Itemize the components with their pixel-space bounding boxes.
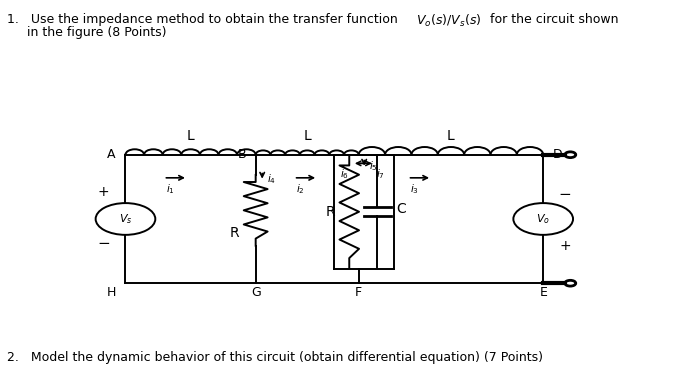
Text: L: L bbox=[303, 129, 311, 143]
Text: 1.   Use the impedance method to obtain the transfer function: 1. Use the impedance method to obtain th… bbox=[7, 13, 402, 26]
Text: A: A bbox=[107, 148, 116, 161]
Text: $i_2$: $i_2$ bbox=[296, 183, 305, 196]
Text: $i_7$: $i_7$ bbox=[376, 167, 384, 181]
Text: $i_1$: $i_1$ bbox=[166, 183, 175, 196]
Text: 2.   Model the dynamic behavior of this circuit (obtain differential equation) (: 2. Model the dynamic behavior of this ci… bbox=[7, 351, 543, 364]
Text: $i_5$: $i_5$ bbox=[368, 159, 377, 173]
Text: for the circuit shown: for the circuit shown bbox=[486, 13, 619, 26]
Text: $i_4$: $i_4$ bbox=[267, 172, 276, 186]
Text: B: B bbox=[237, 148, 246, 161]
Text: R: R bbox=[326, 205, 336, 219]
Text: $i_3$: $i_3$ bbox=[410, 183, 419, 196]
Text: $i_6$: $i_6$ bbox=[340, 167, 349, 181]
Text: +: + bbox=[559, 239, 570, 254]
Text: L: L bbox=[187, 129, 195, 143]
Text: $V_o$: $V_o$ bbox=[536, 212, 550, 226]
Text: F: F bbox=[355, 286, 363, 299]
Text: E: E bbox=[539, 286, 547, 299]
Text: H: H bbox=[106, 286, 116, 299]
Text: C: C bbox=[396, 202, 406, 216]
Text: −: − bbox=[97, 236, 110, 251]
Text: D: D bbox=[553, 148, 563, 161]
Text: R: R bbox=[230, 226, 239, 240]
Text: in the figure (8 Points): in the figure (8 Points) bbox=[7, 26, 167, 39]
Text: L: L bbox=[447, 129, 455, 143]
Text: −: − bbox=[559, 187, 571, 202]
Text: +: + bbox=[98, 184, 110, 198]
Text: $V_s$: $V_s$ bbox=[119, 212, 132, 226]
Text: G: G bbox=[251, 286, 260, 299]
Text: $V_o(s)/V_s(s)$: $V_o(s)/V_s(s)$ bbox=[416, 13, 482, 29]
